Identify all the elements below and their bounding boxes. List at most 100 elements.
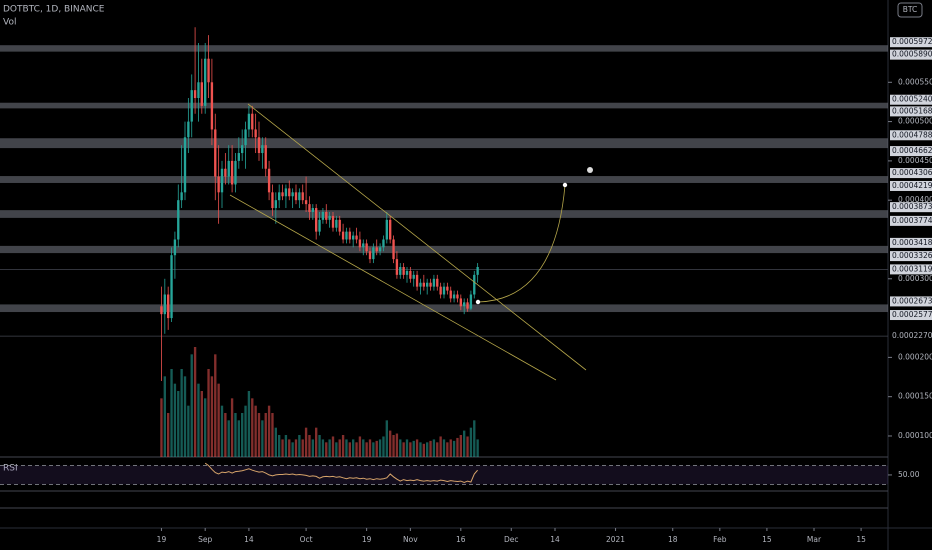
volume-bar [204,398,207,457]
candle-body [452,294,456,299]
candle-body [318,219,321,232]
y-tick-label: 0.00045000 [898,156,932,165]
level-zone [0,102,888,109]
volume-bar [365,442,368,457]
candle-body [193,90,197,99]
candle-body [298,192,301,201]
volume-bar [308,435,311,457]
volume-bar [452,440,456,457]
level-zone [0,138,888,149]
x-tick-label: 14 [550,535,560,544]
candle-body [167,294,170,319]
volume-bar [341,435,345,457]
candle-body [200,82,203,106]
volume-bar [459,435,462,457]
candle-body [204,58,207,106]
level-label: 0.00033269 [892,251,932,260]
candle-body [315,208,318,232]
volume-bar [456,437,459,457]
level-label-box [890,146,932,157]
volume-bar [385,420,388,457]
candle-body [352,235,355,240]
level-zone [0,304,888,313]
volume-bar [432,439,436,457]
candle-body [294,192,298,201]
volume-bar [291,442,294,457]
candle-body [180,192,183,201]
candle-body [160,306,163,315]
candle-body [335,219,338,228]
y-tick-label: 0.00055000 [898,77,932,86]
x-tick-label: 15 [762,535,772,544]
level-label-box [890,130,932,141]
volume-bar [220,405,224,457]
volume-bar [311,439,314,457]
volume-bar [241,413,244,457]
volume-bar [278,435,281,457]
candle-body [328,215,331,220]
volume-bar [281,439,284,457]
level-label: 0.00043069 [892,168,932,177]
volume-bar [214,354,217,457]
x-tick-label: Mar [807,535,822,544]
candle-body [234,160,237,185]
candle-body [362,243,365,248]
level-label: 0.00026739 [892,296,932,305]
volume-bar [288,439,291,457]
rsi-tick-label: 50.00 [898,470,920,479]
volume-bar [173,383,177,457]
volume-bar [271,413,274,457]
volume-bar [395,433,399,457]
level-label-box [890,49,932,60]
volume-bar [267,405,271,457]
y-tick-label: 0.00030000 [898,274,932,283]
candle-body [432,278,436,287]
candle-body [382,239,385,248]
candle-body [210,82,214,130]
volume-bar [449,439,452,457]
volume-bar [197,383,200,457]
volume-bar [227,420,230,457]
candle-body [426,282,429,287]
volume-bar [264,413,267,457]
rsi-label: RSI [3,464,18,474]
candle-body [358,239,362,248]
x-tick-label: 2021 [606,535,625,544]
volume-bar [335,442,338,457]
x-tick-label: 18 [668,535,678,544]
level-zone [0,245,888,254]
volume-bar [355,442,358,457]
volume-bar [318,435,321,457]
volume-bar [274,427,277,457]
currency-badge[interactable] [897,2,923,18]
line-label-box [890,331,932,342]
volume-bar [251,398,254,457]
volume-bar [372,442,375,457]
y-tick-label: 0.00015000 [898,392,932,401]
candle-body [389,219,392,240]
candle-body [254,129,257,138]
candle-body [214,129,217,177]
candle-body [173,239,177,256]
candle-body [257,137,261,154]
candle-body [348,231,351,240]
candle-body [385,219,388,240]
volume-bar [190,354,193,457]
candle-body [224,168,227,177]
candle-body [308,204,311,212]
candle-body [449,290,452,299]
volume-bar [193,347,197,457]
level-label-box [890,296,932,307]
candle-body [466,302,469,309]
volume-bar [177,391,180,457]
volume-bar [170,369,173,457]
candle-body [284,188,288,197]
volume-bar [436,442,439,457]
x-tick-label: 19 [362,535,372,544]
volume-bar [392,435,395,457]
x-tick-label: 14 [244,535,254,544]
